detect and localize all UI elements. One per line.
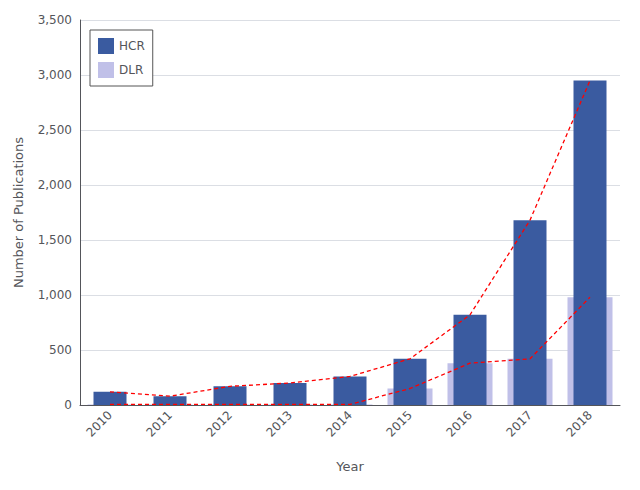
svg-text:Year: Year [335,459,364,474]
svg-text:1,500: 1,500 [38,233,72,247]
svg-text:2016: 2016 [443,408,474,439]
svg-text:2013: 2013 [263,408,294,439]
svg-text:2018: 2018 [563,408,594,439]
svg-text:2,500: 2,500 [38,123,72,137]
svg-text:1,000: 1,000 [38,288,72,302]
svg-text:0: 0 [64,398,72,412]
svg-text:2,000: 2,000 [38,178,72,192]
svg-text:3,000: 3,000 [38,68,72,82]
svg-text:500: 500 [49,343,72,357]
svg-text:2012: 2012 [203,408,234,439]
svg-text:2010: 2010 [83,408,114,439]
svg-text:Number of Publications: Number of Publications [11,137,26,288]
svg-text:2014: 2014 [323,408,354,439]
svg-text:2011: 2011 [143,408,174,439]
svg-text:HCR: HCR [119,39,145,53]
svg-text:2015: 2015 [383,408,414,439]
svg-text:DLR: DLR [119,63,143,77]
svg-text:2017: 2017 [503,408,534,439]
svg-text:3,500: 3,500 [38,13,72,27]
